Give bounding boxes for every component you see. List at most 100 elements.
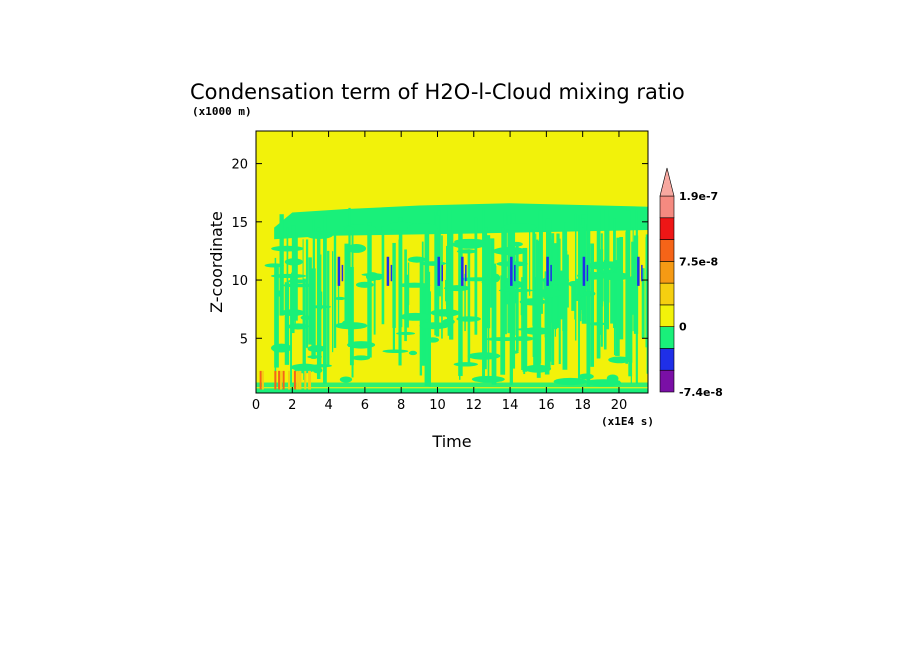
cloud-blob: [509, 241, 523, 247]
cloud-blob: [280, 309, 305, 317]
cloud-blob: [587, 322, 606, 326]
negative-patch: [341, 264, 344, 282]
updraft-streak: [645, 237, 648, 348]
updraft-streak: [641, 268, 645, 339]
cloud-blob: [270, 343, 292, 353]
colorbar-segment: [659, 326, 675, 349]
updraft-streak: [579, 224, 583, 310]
updraft-streak: [381, 226, 385, 325]
x-tick-label: 0: [252, 398, 260, 413]
cloud-blob: [271, 245, 304, 252]
updraft-streak: [333, 232, 337, 348]
surface-patch: [279, 370, 282, 390]
cloud-blob: [542, 276, 570, 285]
cloud-blob: [339, 376, 353, 383]
negative-patch: [637, 256, 640, 286]
cloud-blob: [275, 290, 284, 297]
x-axis: 0 2 4 6 8 10 12 14 16 18 20: [252, 131, 627, 413]
updraft-streak: [523, 268, 526, 375]
updraft-streak: [291, 225, 296, 309]
updraft-streak: [630, 276, 632, 384]
updraft-streak: [558, 290, 561, 365]
cloud-blob: [335, 322, 368, 330]
updraft-streak: [538, 210, 543, 314]
negative-patch: [337, 256, 341, 286]
updraft-streak: [344, 243, 350, 324]
updraft-streak: [441, 235, 443, 339]
updraft-streak: [311, 268, 316, 359]
cloud-blob: [407, 256, 426, 263]
cloud-blob: [568, 280, 580, 287]
cloud-blob: [471, 375, 505, 383]
updraft-streak: [286, 227, 289, 317]
cloud-blob: [307, 345, 326, 353]
updraft-streak: [312, 218, 315, 304]
updraft-streak: [435, 215, 440, 300]
negative-patch: [514, 264, 516, 282]
cloud-blob: [430, 309, 461, 317]
updraft-streak: [501, 227, 505, 315]
updraft-streak: [308, 257, 312, 345]
cloud-blob: [343, 226, 355, 232]
negative-patch: [546, 256, 549, 286]
cloud-blob: [282, 283, 315, 288]
negative-patch: [510, 256, 513, 286]
negative-patch: [386, 256, 390, 286]
updraft-streak: [500, 275, 506, 375]
updraft-streak: [332, 251, 334, 353]
x-tick-label: 12: [466, 398, 483, 413]
colorbar-segment: [659, 304, 675, 327]
x-axis-label: Time: [431, 432, 471, 451]
updraft-streak: [421, 241, 424, 366]
x-tick-label: 20: [611, 398, 628, 413]
cloud-blob: [608, 356, 631, 364]
surface-patch: [261, 370, 264, 390]
cloud-blob: [308, 305, 332, 309]
cloud-blob: [398, 282, 431, 288]
updraft-streak: [373, 273, 376, 335]
updraft-streak: [404, 249, 407, 342]
updraft-streak: [564, 222, 567, 324]
negative-patch: [641, 264, 643, 282]
colorbar-segment: [659, 239, 675, 262]
cloud-blob: [407, 223, 439, 233]
plot-area: [255, 130, 649, 394]
negative-patch: [461, 256, 464, 286]
updraft-streak: [302, 239, 304, 366]
updraft-streak: [631, 241, 635, 315]
colorbar-segment: [659, 195, 675, 219]
updraft-streak: [323, 215, 327, 384]
cloud-blob: [578, 373, 594, 380]
updraft-streak: [509, 254, 513, 386]
cloud-blob: [573, 294, 582, 300]
condensation-field: [256, 203, 649, 393]
colorbar-segment: [659, 261, 675, 284]
y-unit-label: (x1000 m): [192, 105, 252, 118]
x-tick-label: 16: [538, 398, 555, 413]
updraft-streak: [367, 222, 372, 358]
x-tick-label: 2: [288, 398, 296, 413]
updraft-streak: [544, 271, 548, 338]
cloud-blob: [524, 364, 552, 373]
y-axis-label: Z-coordinate: [207, 211, 226, 313]
cloud-blob: [519, 298, 546, 306]
colorbar: -7.4e-8 0 7.5e-8 1.9e-7: [659, 167, 723, 399]
cloud-blob: [467, 352, 501, 360]
updraft-streak: [319, 254, 322, 369]
cloud-blob: [587, 261, 614, 270]
updraft-streak: [474, 217, 478, 335]
x-tick-label: 18: [574, 398, 591, 413]
surface-patch: [274, 370, 277, 390]
updraft-streak: [533, 276, 538, 368]
updraft-streak: [284, 282, 290, 365]
updraft-streak: [610, 262, 615, 324]
cloud-blob: [408, 350, 418, 356]
cloud-blob: [351, 355, 371, 361]
colorbar-label: 7.5e-8: [679, 255, 718, 268]
updraft-streak: [605, 261, 609, 330]
cloud-blob: [481, 279, 491, 285]
updraft-streak: [428, 271, 431, 302]
cloud-blob: [382, 349, 409, 353]
cloud-blob: [347, 341, 376, 349]
